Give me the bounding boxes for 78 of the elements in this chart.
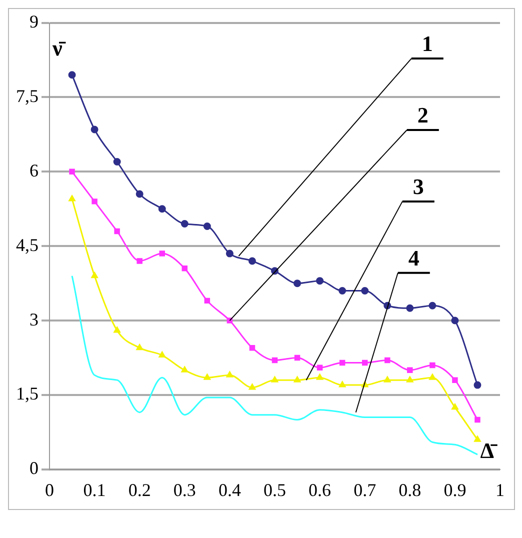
point (158, 352, 166, 358)
x-tick-label: 0.5 (264, 480, 286, 500)
point (159, 250, 165, 256)
point (114, 326, 120, 333)
point (69, 168, 75, 175)
y-axis-title: ν̄ (52, 35, 66, 60)
x-axis-title: Δ̄ (480, 438, 498, 464)
y-tick-label: 9 (30, 12, 38, 32)
point (407, 367, 413, 374)
y-tick-label: 6 (30, 160, 38, 180)
point (384, 357, 390, 364)
y-tick-label: 3 (30, 309, 38, 330)
x-tick-label: 0.2 (128, 480, 151, 500)
annotation: 1 (422, 31, 433, 56)
y-tick-label: 4,5 (16, 234, 38, 255)
x-tick-label: 0.6 (308, 480, 332, 500)
point (430, 362, 436, 368)
point (271, 376, 278, 382)
y-tick-label: 7,5 (16, 86, 38, 106)
annotation: 4 (408, 246, 420, 271)
point (451, 316, 459, 324)
point (158, 205, 166, 213)
point (294, 280, 302, 288)
point (204, 298, 210, 304)
point (248, 257, 256, 265)
point (339, 360, 346, 366)
y-tick-label: 0 (30, 458, 38, 478)
point (406, 376, 414, 382)
point (181, 366, 188, 372)
point (338, 381, 346, 388)
line-series (71, 275, 478, 456)
point (136, 258, 142, 264)
point (294, 376, 301, 382)
annotation: 2 (417, 102, 428, 128)
point (113, 158, 121, 166)
y-tick-label: 1,5 (16, 384, 38, 404)
point (114, 228, 120, 234)
point (203, 222, 211, 230)
point (474, 416, 480, 423)
x-tick-label: 0.1 (83, 480, 106, 500)
x-tick-label: 1 (496, 480, 504, 500)
point (474, 436, 481, 442)
x-tick-label: 0.7 (354, 480, 376, 500)
point (316, 277, 324, 285)
point (226, 250, 234, 258)
point (136, 190, 144, 198)
point (384, 376, 391, 382)
point (91, 272, 98, 278)
point (180, 220, 188, 228)
annotation: 3 (412, 174, 424, 200)
point (452, 404, 458, 410)
point (68, 71, 76, 79)
x-tick-label: 0 (45, 480, 54, 500)
point (136, 344, 143, 350)
point (361, 287, 369, 295)
x-tick-label: 0.4 (218, 480, 241, 500)
x-tick-label: 0.9 (444, 480, 466, 500)
point (316, 364, 323, 371)
point (406, 304, 414, 312)
point (452, 377, 458, 383)
point (272, 357, 278, 364)
point (429, 374, 436, 380)
point (338, 287, 346, 295)
point (226, 371, 234, 378)
point (316, 374, 324, 380)
point (182, 266, 188, 272)
point (474, 381, 482, 389)
point (204, 374, 211, 380)
point (92, 198, 98, 204)
point (362, 360, 368, 366)
point (68, 195, 76, 202)
x-tick-label: 0.8 (398, 480, 422, 500)
x-tick-label: 0.3 (173, 480, 196, 500)
point (90, 126, 98, 134)
point (248, 384, 256, 390)
point (249, 344, 256, 351)
point (428, 302, 436, 310)
point (294, 354, 300, 361)
